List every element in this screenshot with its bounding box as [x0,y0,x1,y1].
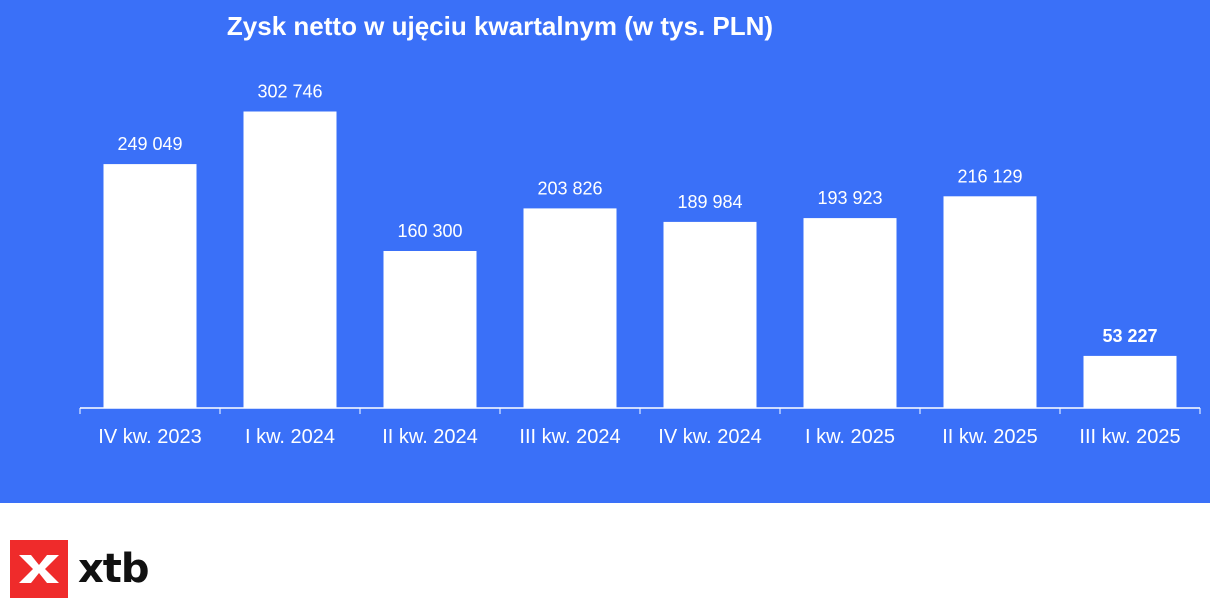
x-tick-label: IV kw. 2024 [658,426,761,448]
bar-chart: 249 049 302 746 160 300 203 826 189 984 193 9… [79,82,1201,448]
x-tick-label: IV kw. 2023 [98,426,201,448]
chart-panel: Zysk netto w ujęciu kwartalnym (w tys. P… [0,0,1210,503]
xtb-logo: xtb [10,540,150,598]
data-label: 193 923 [817,188,882,208]
x-tick-label: II kw. 2024 [382,426,478,448]
bars-group [103,111,1177,408]
bar [803,218,897,408]
bar [1083,355,1177,408]
bar [243,111,337,408]
bar [103,164,197,408]
data-label: 249 049 [117,134,182,154]
footer: xtb [0,503,1210,606]
bar [383,251,477,408]
value-labels-group: 249 049 302 746 160 300 203 826 189 984 193 9… [117,82,1157,346]
data-label: 302 746 [257,82,322,102]
xtb-x-logo-icon [10,540,68,598]
x-tick-label: III kw. 2024 [519,426,620,448]
data-label: 203 826 [537,178,602,198]
bar [663,221,757,408]
x-tick-label: III kw. 2025 [1079,426,1180,448]
brand-name: xtb [78,546,150,592]
x-tick-label: II kw. 2025 [942,426,1038,448]
bar [943,196,1037,408]
category-labels-group: IV kw. 2023 I kw. 2024 II kw. 2024 III kw. … [98,426,1180,448]
chart-title: Zysk netto w ujęciu kwartalnym (w tys. P… [226,11,774,41]
data-label: 53 227 [1102,326,1157,346]
x-tick-label: I kw. 2024 [245,426,335,448]
data-label: 216 129 [957,166,1022,186]
x-axis [79,407,1201,414]
data-label: 160 300 [397,221,462,241]
x-tick-label: I kw. 2025 [805,426,895,448]
bar [523,208,617,408]
data-label: 189 984 [677,192,742,212]
